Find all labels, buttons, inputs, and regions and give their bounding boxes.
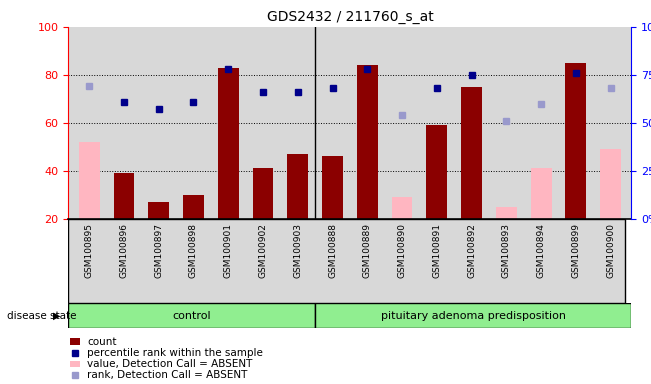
Text: GSM100896: GSM100896 — [120, 223, 128, 278]
Bar — [531, 169, 551, 219]
Text: GSM100902: GSM100902 — [258, 223, 268, 278]
Bar — [461, 87, 482, 219]
Text: pituitary adenoma predisposition: pituitary adenoma predisposition — [381, 311, 566, 321]
Bar — [70, 361, 80, 367]
Text: GSM100899: GSM100899 — [572, 223, 580, 278]
Text: GSM100890: GSM100890 — [398, 223, 407, 278]
Text: GSM100897: GSM100897 — [154, 223, 163, 278]
Bar — [496, 207, 517, 219]
Bar — [70, 338, 80, 344]
Text: value, Detection Call = ABSENT: value, Detection Call = ABSENT — [87, 359, 253, 369]
Bar — [600, 149, 621, 219]
Title: GDS2432 / 211760_s_at: GDS2432 / 211760_s_at — [266, 10, 434, 25]
Bar — [357, 65, 378, 219]
Bar — [566, 63, 587, 219]
Text: ▶: ▶ — [53, 311, 61, 321]
Text: count: count — [87, 336, 117, 346]
Bar — [148, 202, 169, 219]
Text: GSM100898: GSM100898 — [189, 223, 198, 278]
Bar — [68, 303, 315, 328]
Bar — [183, 195, 204, 219]
Bar — [426, 125, 447, 219]
Text: control: control — [173, 311, 211, 321]
Text: GSM100901: GSM100901 — [224, 223, 233, 278]
Text: GSM100888: GSM100888 — [328, 223, 337, 278]
Text: GSM100895: GSM100895 — [85, 223, 94, 278]
Bar — [113, 173, 134, 219]
Bar — [315, 303, 631, 328]
Bar — [322, 157, 343, 219]
Text: GSM100900: GSM100900 — [606, 223, 615, 278]
Text: GSM100903: GSM100903 — [293, 223, 302, 278]
Bar — [218, 68, 239, 219]
Text: GSM100893: GSM100893 — [502, 223, 511, 278]
Text: disease state: disease state — [7, 311, 76, 321]
Bar — [253, 169, 273, 219]
Bar — [287, 154, 308, 219]
Text: GSM100891: GSM100891 — [432, 223, 441, 278]
Bar — [392, 197, 413, 219]
Text: GSM100894: GSM100894 — [536, 223, 546, 278]
Text: GSM100892: GSM100892 — [467, 223, 476, 278]
Text: GSM100889: GSM100889 — [363, 223, 372, 278]
Text: percentile rank within the sample: percentile rank within the sample — [87, 348, 263, 358]
Bar — [79, 142, 100, 219]
Text: rank, Detection Call = ABSENT: rank, Detection Call = ABSENT — [87, 370, 247, 380]
